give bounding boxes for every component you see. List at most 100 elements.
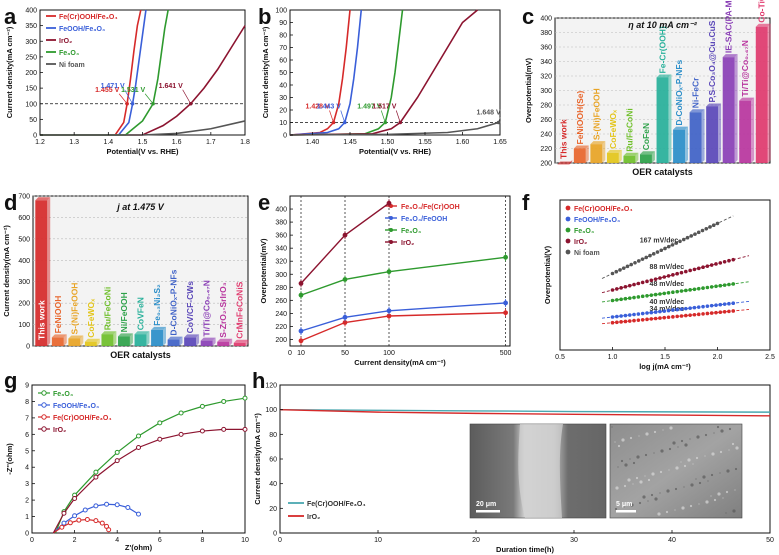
- f-point-4-9: [644, 255, 649, 260]
- f-point-4-21: [689, 234, 694, 238]
- panel-letter-h: h: [252, 368, 265, 393]
- c-bar-top-0: [557, 161, 573, 165]
- c-ytick-label: 380: [540, 30, 552, 37]
- h-sem-wire: [518, 424, 563, 518]
- h-ytick-label: 100: [265, 407, 277, 414]
- f-point-0-21: [701, 312, 705, 316]
- e-xtick-label: 500: [500, 350, 512, 357]
- d-title: j at 1.475 V: [116, 202, 165, 212]
- f-point-4-28: [715, 221, 720, 226]
- a-annotation-3: 1.641 V: [159, 83, 183, 90]
- f-point-4-25: [704, 226, 709, 231]
- b-series-3: [289, 9, 479, 136]
- f-point-0-26: [722, 310, 727, 314]
- f-point-4-11: [651, 252, 656, 256]
- g-point-3-2: [72, 495, 78, 501]
- panel-letter-b: b: [258, 4, 271, 29]
- h-sem-speckle: [735, 446, 739, 450]
- f-point-2-2: [619, 297, 623, 302]
- f-point-2-17: [684, 288, 688, 293]
- g-series-3: [52, 428, 245, 534]
- f-point-3-16: [679, 270, 684, 275]
- panel-e: 0 10 50 100 500 200 220 240 260 280 300 320 340 360 38…: [259, 195, 512, 367]
- d-bar-11: [217, 341, 230, 346]
- h-sem-speckle: [639, 480, 643, 484]
- c-bar-top-6: [656, 74, 672, 78]
- h-sem-speckle: [611, 426, 613, 428]
- h-sem-speckle: [704, 455, 706, 457]
- h-xtick-label: 50: [766, 537, 774, 544]
- b-ylabel: Current density(mA cm⁻²): [261, 26, 270, 118]
- g-point-2-6: [99, 520, 105, 526]
- b-annotation-1: 1.443 V: [317, 104, 341, 111]
- h-sem-speckle: [674, 509, 676, 511]
- c-bar-side-1: [585, 145, 589, 163]
- f-point-4-6: [633, 260, 637, 265]
- b-ytick-label: 40: [279, 83, 287, 90]
- f-point-0-15: [675, 314, 679, 319]
- f-point-4-0: [610, 271, 615, 276]
- h-sem-speckle: [627, 478, 631, 482]
- f-point-0-1: [615, 320, 619, 325]
- h-sem-image-2: [609, 423, 743, 519]
- f-legend-marker-1: [565, 216, 571, 222]
- d-bar-8: [167, 339, 180, 346]
- f-point-3-10: [653, 277, 658, 281]
- h-sem-speckle: [647, 478, 651, 482]
- f-point-3-12: [662, 275, 667, 279]
- f-point-2-15: [675, 289, 679, 294]
- h-sem-speckle: [713, 432, 715, 434]
- d-bar-label-5: Ni/FeOOH: [119, 292, 129, 332]
- d-bar-label-1: FeNiOOH: [53, 296, 63, 334]
- e-ytick-label: 260: [275, 298, 287, 305]
- d-bar-2: [68, 338, 81, 346]
- a-series-3: [40, 9, 169, 136]
- h-sem-speckle: [719, 450, 723, 454]
- g-point-2-8: [106, 527, 112, 533]
- h-sem-speckle: [705, 500, 709, 504]
- c-bar-side-8: [701, 109, 705, 163]
- f-point-4-27: [711, 223, 716, 227]
- f-point-3-23: [709, 263, 714, 267]
- h-sem-speckle: [666, 489, 670, 493]
- g-legend-label-3: IrO₂: [53, 427, 66, 434]
- f-point-2-24: [714, 284, 718, 289]
- g-xtick-label: 2: [73, 537, 77, 544]
- g-xtick-label: 0: [30, 537, 34, 544]
- h-scalebar-label-1: 20 μm: [476, 501, 496, 508]
- d-bar-label-12: CrMnFeCoNiS: [235, 281, 245, 338]
- f-point-1-13: [666, 308, 671, 313]
- d-ytick-label: 200: [18, 301, 30, 308]
- h-sem-speckle: [719, 472, 721, 474]
- a-annotation-arrow-0: [118, 93, 128, 104]
- f-xtick-label: 0.5: [555, 354, 565, 361]
- panel-f: 0.5 1.0 1.5 2.0 2.5 34 mV/dec Fe(Cr)OOH/Fe₃O₄ 4…: [543, 199, 775, 371]
- f-point-2-28: [731, 282, 736, 286]
- f-point-2-5: [632, 295, 636, 300]
- h-sem-speckle: [734, 467, 738, 471]
- e-xtick-label: 10: [297, 350, 305, 357]
- h-sem-speckle: [659, 470, 663, 474]
- h-sem-speckle: [617, 444, 621, 448]
- a-legend-label-3: Fe₃O₄: [59, 50, 79, 57]
- g-point-1-5: [104, 501, 110, 507]
- d-bar-9: [184, 337, 197, 346]
- a-annotation-marker-2: [151, 101, 155, 106]
- a-ytick-label: 200: [25, 70, 37, 77]
- f-point-0-2: [619, 320, 623, 324]
- f-point-3-11: [658, 276, 662, 280]
- c-bar-top-8: [689, 109, 705, 113]
- f-legend-marker-3: [565, 238, 571, 244]
- h-sem-speckle: [614, 441, 616, 443]
- g-point-3-9: [221, 426, 227, 432]
- c-bar-top-10: [722, 54, 738, 58]
- c-bar-12: [755, 26, 768, 164]
- h-sem-speckle: [660, 449, 664, 453]
- g-point-3-8: [199, 428, 205, 434]
- e-series-2: [300, 256, 506, 296]
- h-sem-speckle: [698, 503, 700, 505]
- b-ytick-label: 70: [279, 45, 287, 52]
- g-point-3-1: [61, 510, 67, 516]
- b-ytick-label: 90: [279, 20, 287, 27]
